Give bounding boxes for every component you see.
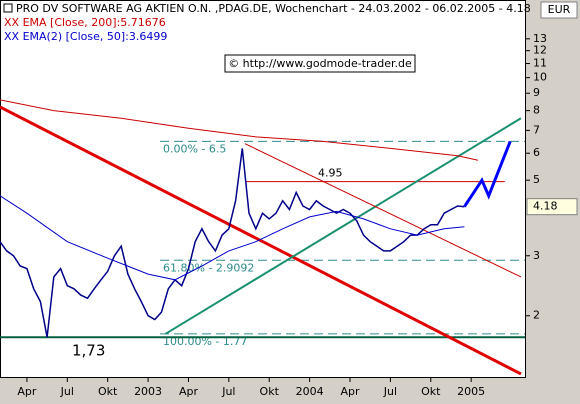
last-price: 4.18 (533, 200, 558, 213)
watermark-box (224, 54, 416, 73)
y-tick-label: 12 (533, 44, 547, 57)
legend-entry: XX EMA [Close, 200]:5.71676 (4, 16, 166, 29)
series-line (0, 148, 465, 338)
x-tick-label: Apr (17, 385, 37, 398)
x-tick-label: 2004 (296, 385, 324, 398)
x-tick-label: Okt (98, 385, 118, 398)
currency-box (540, 1, 578, 19)
x-tick-label: Apr (179, 385, 199, 398)
y-tick-label: 3 (533, 249, 540, 262)
x-tick-label: Apr (340, 385, 360, 398)
x-tick-label: 2003 (134, 385, 162, 398)
y-tick-label: 5 (533, 173, 540, 186)
x-tick-label: Okt (421, 385, 441, 398)
y-tick-label: 10 (533, 71, 547, 84)
chart-title: PRO DV SOFTWARE AG AKTIEN O.N. ,PDAG.DE,… (16, 2, 531, 15)
x-tick-label: Jul (221, 385, 235, 398)
last-price-box (526, 198, 578, 216)
series-line (0, 195, 465, 281)
trend-line (165, 117, 522, 335)
icon (3, 3, 13, 13)
support-label: 1,73 (72, 342, 105, 360)
trend-line (244, 143, 522, 278)
trend-line (0, 105, 522, 376)
y-tick-label: 7 (533, 123, 540, 136)
fib-label: 61.80% - 2.9092 (163, 261, 254, 274)
series-line (463, 140, 512, 208)
legend-entry: XX EMA(2) [Close, 50]:3.6499 (4, 30, 167, 43)
fib-label: 0.00% - 6.5 (163, 142, 226, 155)
y-tick-label: 13 (533, 32, 547, 45)
y-tick-label: 6 (533, 146, 540, 159)
watermark: © http://www.godmode-trader.de (228, 57, 412, 70)
currency: EUR (548, 3, 571, 16)
y-tick-label: 2 (533, 309, 540, 322)
resistance-label: 4.95 (318, 167, 343, 180)
series-line (0, 99, 479, 161)
x-tick-label: Jul (383, 385, 397, 398)
y-tick-label: 11 (533, 57, 547, 70)
corner (526, 378, 580, 404)
x-tick-label: Jul (60, 385, 74, 398)
y-tick-label: 9 (533, 86, 540, 99)
x-tick-label: Okt (260, 385, 280, 398)
x-tick-label: 2005 (457, 385, 485, 398)
y-tick-label: 8 (533, 104, 540, 117)
